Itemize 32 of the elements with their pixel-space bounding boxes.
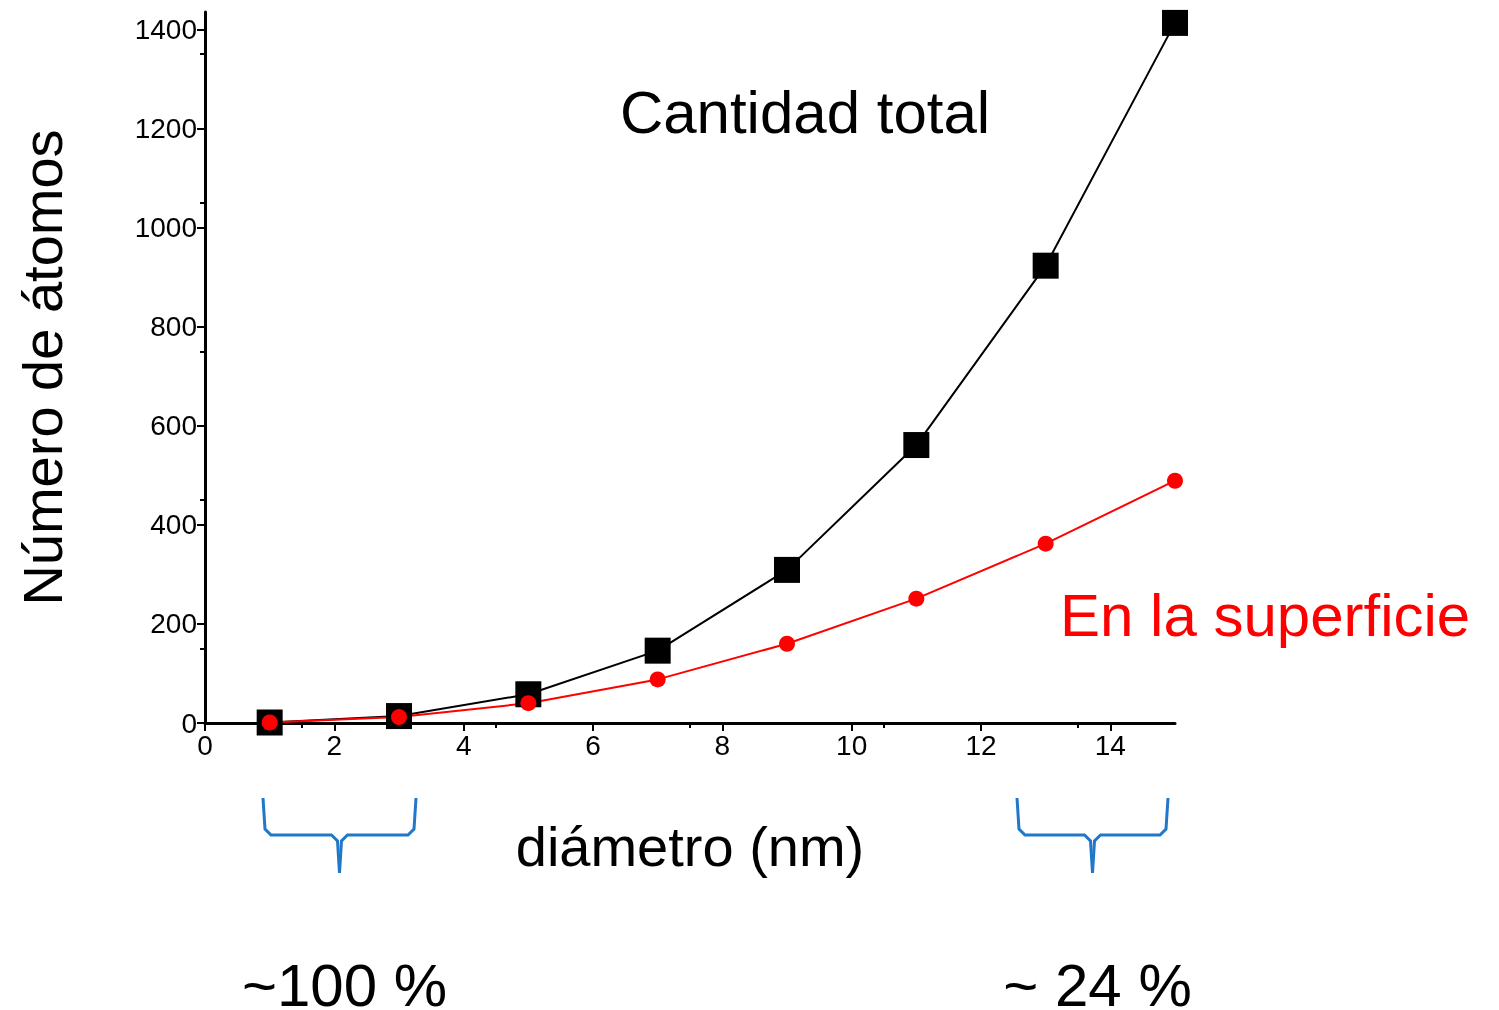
point bbox=[644, 637, 671, 664]
y-tick-label: 400 bbox=[150, 509, 197, 541]
y-tick-label: 800 bbox=[150, 311, 197, 343]
point bbox=[1167, 472, 1183, 489]
point bbox=[1032, 252, 1059, 279]
y-axis-title: Número de átomos bbox=[10, 129, 74, 606]
x-tick-label: 4 bbox=[455, 729, 472, 761]
series-label: Cantidad total bbox=[619, 79, 991, 147]
point bbox=[903, 432, 930, 459]
y-tick-label: 1200 bbox=[134, 112, 197, 144]
x-tick-label: 8 bbox=[714, 729, 731, 761]
x-tick-label: 10 bbox=[836, 729, 868, 761]
point bbox=[1037, 535, 1054, 552]
series-label: En la superficie bbox=[1060, 582, 1471, 650]
point bbox=[779, 635, 795, 652]
y-tick-label: 1000 bbox=[134, 212, 197, 244]
point bbox=[520, 695, 537, 712]
point bbox=[908, 590, 925, 607]
x-axis-title: diámetro (nm) bbox=[515, 814, 865, 878]
point bbox=[1162, 9, 1188, 36]
y-tick-label: 1400 bbox=[134, 13, 197, 45]
point bbox=[774, 556, 800, 583]
point bbox=[649, 671, 666, 688]
y-tick-label: 600 bbox=[150, 410, 197, 442]
text: ~ 24 % bbox=[1003, 951, 1192, 1010]
x-tick-label: 14 bbox=[1094, 729, 1126, 761]
x-tick-label: 12 bbox=[965, 729, 997, 761]
x-tick-label: 2 bbox=[326, 729, 343, 761]
y-tick-label: 0 bbox=[181, 707, 197, 739]
text: ~100 % bbox=[241, 951, 448, 1010]
y-tick-label: 200 bbox=[150, 608, 197, 640]
x-tick-label: 6 bbox=[585, 729, 601, 761]
